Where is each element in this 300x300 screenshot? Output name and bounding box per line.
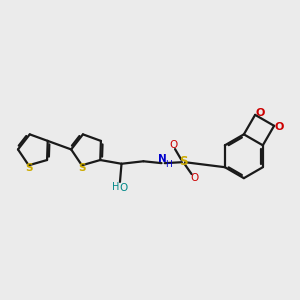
Text: H: H [112, 182, 120, 192]
Text: O: O [169, 140, 178, 150]
Text: H: H [165, 160, 172, 169]
Text: S: S [25, 163, 32, 173]
Text: S: S [78, 163, 85, 173]
Text: O: O [119, 182, 127, 193]
Text: O: O [274, 122, 284, 132]
Text: S: S [179, 155, 188, 168]
Text: O: O [255, 108, 265, 118]
Text: N: N [158, 154, 167, 164]
Text: O: O [190, 173, 199, 183]
